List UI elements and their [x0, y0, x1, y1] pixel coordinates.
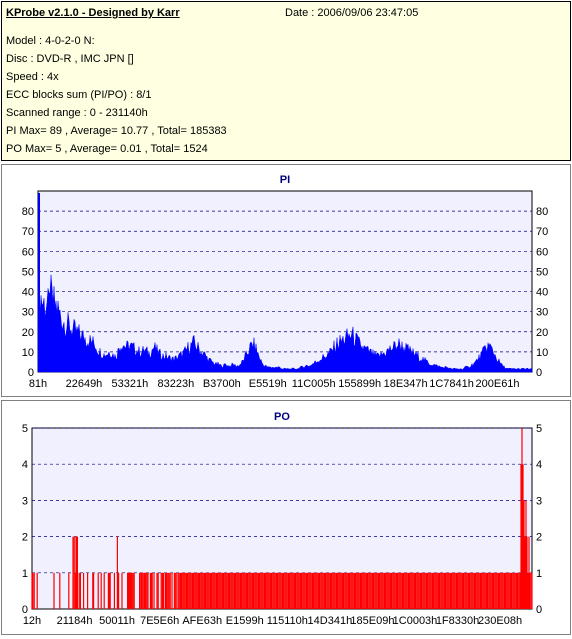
scanned-range-line: Scanned range : 0 - 231140h [6, 107, 148, 119]
x-tick-label: 1F8330h [436, 615, 479, 627]
x-tick-label: 22649h [66, 378, 103, 390]
y-tick-label-left: 2 [22, 532, 28, 544]
y-tick-label-right: 3 [536, 495, 542, 507]
y-tick-label-right: 10 [536, 347, 548, 359]
po-stats-line: PO Max= 5 , Average= 0.01 , Total= 1524 [6, 143, 208, 155]
y-tick-label-left: 5 [22, 423, 28, 435]
x-tick-label: 155899h [338, 378, 381, 390]
x-tick-label: 14D341h [308, 615, 353, 627]
x-tick-label: 50011h [99, 615, 135, 627]
x-tick-label: 7E5E6h [140, 615, 179, 627]
disc-line: Disc : DVD-R , IMC JPN [] [6, 53, 134, 65]
ecc-line: ECC blocks sum (PI/PO) : 8/1 [6, 89, 152, 101]
x-tick-label: 53321h [112, 378, 149, 390]
pi-chart-panel: PI 0 0 10 10 20 20 30 30 40 40 50 50 60 60 70 70 80 80 81h 2… [1, 164, 571, 397]
x-tick-label: 200E61h [476, 378, 520, 390]
y-tick-label-right: 80 [536, 206, 548, 218]
y-tick-label-left: 20 [22, 327, 34, 339]
y-tick-label-right: 4 [536, 459, 542, 471]
y-tick-label-right: 0 [536, 367, 542, 379]
app-title: KProbe v2.1.0 - Designed by Karr [6, 7, 180, 19]
plot-area [37, 190, 533, 373]
x-tick-label: 21184h [57, 615, 93, 627]
x-tick-label: 185E09h [350, 615, 394, 627]
x-tick-label: 230E08h [478, 615, 522, 627]
y-tick-label-left: 50 [22, 266, 34, 278]
y-tick-label-left: 4 [22, 459, 28, 471]
y-tick-label-right: 30 [536, 307, 548, 319]
x-tick-label: 11C005h [292, 378, 336, 390]
x-tick-label: 83223h [158, 378, 195, 390]
y-tick-label-right: 60 [536, 246, 548, 258]
pi-series-area [37, 266, 533, 373]
y-tick-label-left: 80 [22, 206, 34, 218]
x-tick-label: 12h [23, 615, 41, 627]
x-tick-label: B3700h [203, 378, 241, 390]
x-tick-label: 18E347h [384, 378, 428, 390]
y-tick-label-right: 40 [536, 287, 548, 299]
y-tick-label-right: 2 [536, 532, 542, 544]
pi-stats-line: PI Max= 89 , Average= 10.77 , Total= 185… [6, 125, 227, 137]
y-tick-label-left: 30 [22, 307, 34, 319]
y-tick-label-right: 70 [536, 226, 548, 238]
model-line: Model : 4-0-2-0 N: [6, 35, 95, 47]
y-tick-label-left: 3 [22, 495, 28, 507]
y-tick-label-right: 1 [536, 568, 542, 580]
y-tick-label-left: 10 [22, 347, 34, 359]
x-tick-label: E1599h [226, 615, 264, 627]
x-tick-label: AFE63h [182, 615, 222, 627]
x-tick-label: 1C0003h [393, 615, 438, 627]
y-tick-label-right: 20 [536, 327, 548, 339]
x-tick-label: 115110h [267, 615, 308, 627]
info-panel: KProbe v2.1.0 - Designed by Karr Date : … [1, 1, 571, 161]
y-tick-label-right: 0 [536, 604, 542, 616]
x-tick-label: E5519h [249, 378, 287, 390]
speed-line: Speed : 4x [6, 71, 59, 83]
scan-date: Date : 2006/09/06 23:47:05 [285, 7, 419, 19]
chart-title: PI [280, 174, 290, 186]
y-tick-label-right: 50 [536, 266, 548, 278]
chart-title: PO [274, 411, 290, 423]
y-tick-label-left: 70 [22, 226, 34, 238]
pi-chart: PI 0 0 10 10 20 20 30 30 40 40 50 50 60 60 70 70 80 80 81h 2… [22, 174, 549, 390]
x-tick-label: 1C7841h [429, 378, 474, 390]
y-tick-label-left: 0 [22, 604, 28, 616]
po-chart-panel: PO 0 0 1 1 2 2 3 3 4 4 5 5 12h 21184h 50011h 7E5E6h AFE63… [1, 400, 571, 635]
po-chart: PO 0 0 1 1 2 2 3 3 4 4 5 5 12h 21184h 50011h 7E5E6h AFE63… [22, 411, 542, 627]
x-tick-label: 81h [29, 378, 47, 390]
y-tick-label-right: 5 [536, 423, 542, 435]
y-tick-label-left: 0 [28, 367, 34, 379]
y-tick-label-left: 1 [22, 568, 28, 580]
y-tick-label-left: 40 [22, 287, 34, 299]
y-tick-label-left: 60 [22, 246, 34, 258]
